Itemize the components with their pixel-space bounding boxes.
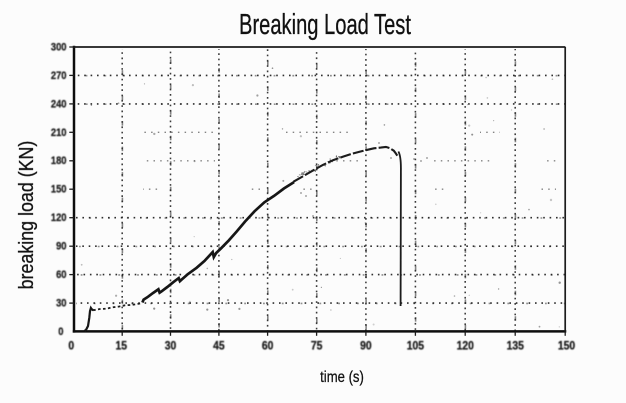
svg-text:30: 30 (56, 298, 67, 310)
svg-text:90: 90 (360, 340, 372, 353)
svg-text:0: 0 (58, 326, 63, 338)
svg-text:60: 60 (262, 340, 274, 353)
svg-text:150: 150 (558, 340, 575, 353)
svg-text:15: 15 (115, 340, 127, 353)
svg-text:75: 75 (311, 340, 323, 353)
svg-text:300: 300 (51, 42, 67, 54)
svg-text:30: 30 (165, 340, 177, 353)
svg-text:135: 135 (507, 340, 524, 353)
svg-text:210: 210 (51, 127, 67, 139)
svg-text:90: 90 (56, 241, 67, 253)
svg-text:45: 45 (213, 340, 225, 353)
svg-text:120: 120 (51, 212, 67, 224)
svg-text:60: 60 (56, 269, 67, 281)
svg-text:150: 150 (51, 184, 67, 196)
svg-text:0: 0 (68, 340, 74, 353)
svg-text:240: 240 (51, 99, 67, 111)
svg-text:105: 105 (407, 340, 424, 353)
svg-text:270: 270 (51, 70, 67, 82)
svg-text:120: 120 (457, 340, 474, 353)
svg-text:180: 180 (51, 155, 67, 167)
